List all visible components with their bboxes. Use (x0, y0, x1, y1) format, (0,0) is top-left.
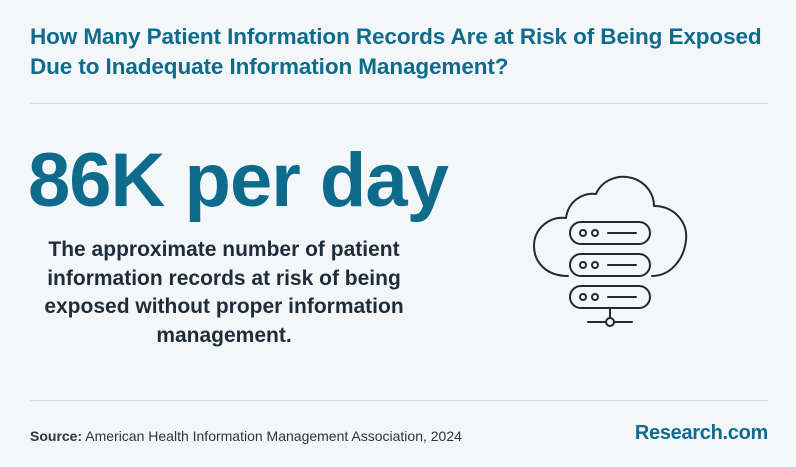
page-title: How Many Patient Information Records Are… (30, 22, 770, 82)
stat-value: 86K per day (28, 138, 449, 223)
cloud-server-icon (528, 172, 692, 332)
title-line-1: How Many Patient Information Records Are… (30, 24, 762, 49)
bottom-divider (30, 400, 768, 401)
stat-description: The approximate number of patient inform… (44, 238, 404, 347)
source-text: American Health Information Management A… (85, 428, 462, 444)
brand-logo: Research.com (634, 422, 768, 444)
top-divider (30, 103, 768, 104)
title-line-2: Due to Inadequate Information Management… (30, 54, 509, 79)
source-label: Source: (30, 428, 83, 444)
source-citation: Source: American Health Information Mana… (30, 428, 462, 444)
